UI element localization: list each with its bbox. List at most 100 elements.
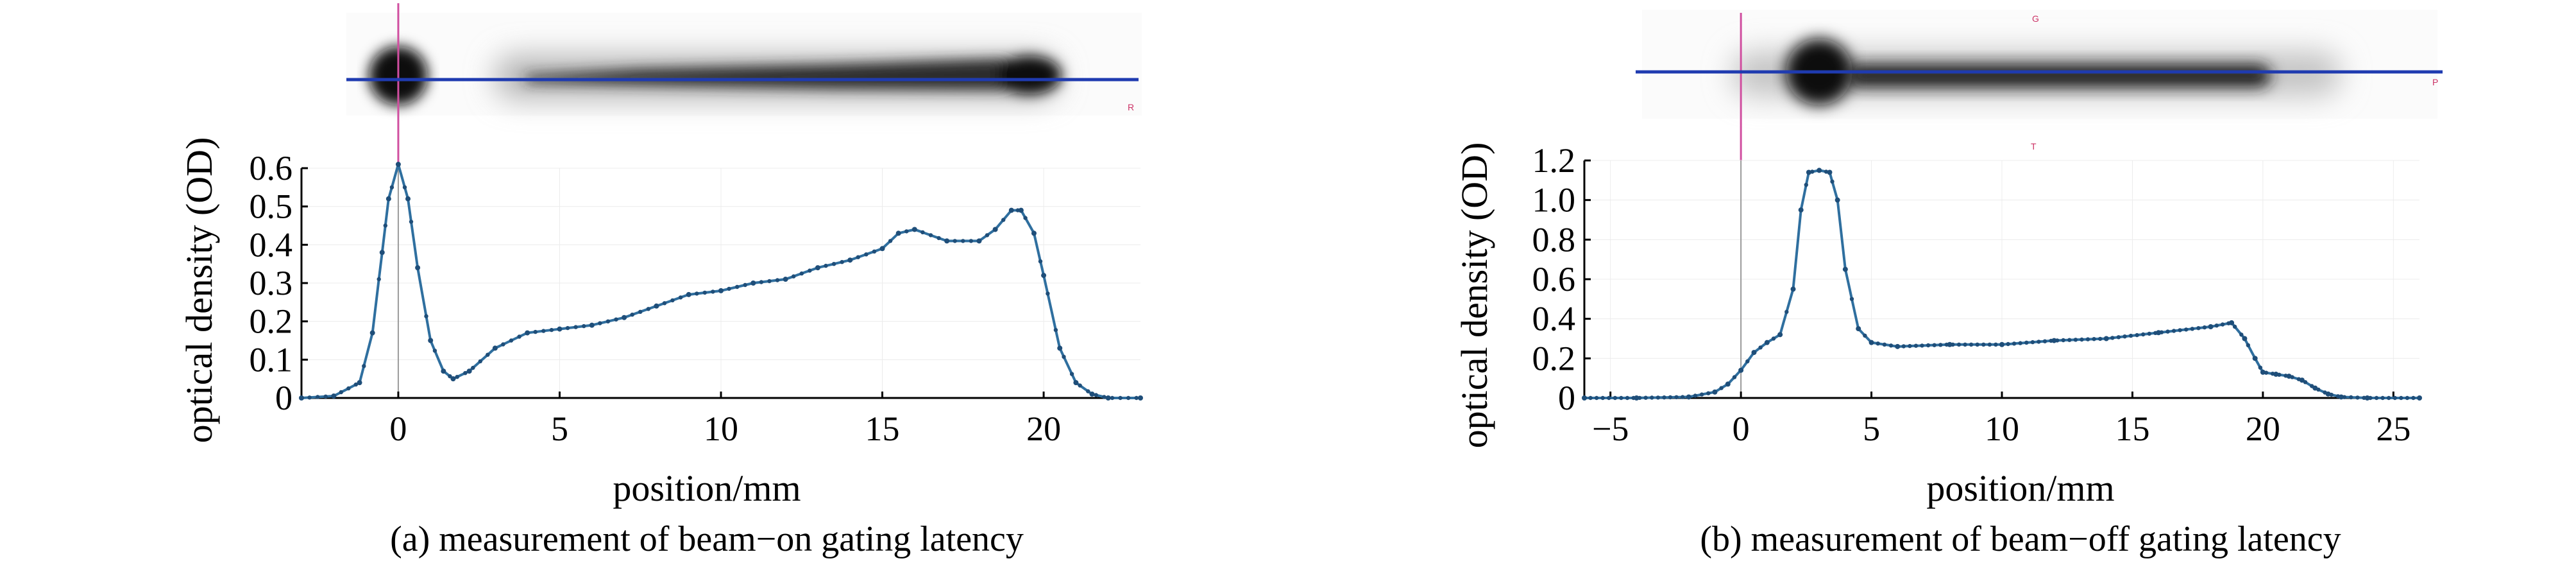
x-tick-label-b-1: 0	[1733, 410, 1750, 448]
data-point	[2073, 338, 2078, 342]
data-point-a-19	[686, 291, 691, 297]
data-point	[1650, 395, 1654, 400]
data-point-b-20	[1999, 341, 2004, 347]
data-point	[1668, 395, 1673, 400]
data-point	[346, 386, 351, 391]
data-point	[1706, 391, 1711, 395]
data-point	[1693, 393, 1698, 398]
data-point-b-21	[2051, 338, 2057, 343]
data-point	[1619, 395, 1623, 401]
data-point	[1102, 395, 1106, 399]
data-point	[872, 249, 877, 254]
data-point-b-4	[1725, 381, 1731, 387]
data-point	[2061, 338, 2065, 343]
data-point	[792, 274, 796, 279]
data-point	[2110, 336, 2115, 340]
data-point	[2190, 327, 2194, 331]
data-point	[1086, 389, 1090, 393]
y-tick-label-b-3: 0.6	[1532, 260, 1576, 298]
data-point-b-22	[2103, 336, 2109, 341]
data-point-a-34	[1041, 273, 1047, 279]
data-point	[2202, 325, 2207, 330]
data-point	[2147, 331, 2151, 336]
data-point	[377, 277, 381, 282]
data-point	[565, 325, 570, 331]
data-point	[1745, 359, 1750, 364]
data-point	[840, 260, 844, 264]
data-point-a-23	[815, 265, 820, 271]
data-point	[541, 329, 546, 333]
data-point-a-14	[525, 330, 530, 336]
data-point	[1094, 393, 1099, 397]
data-point	[2006, 341, 2010, 347]
data-point-a-0	[299, 395, 304, 401]
x-tick-label-b-6: 25	[2376, 410, 2411, 448]
data-point	[2171, 329, 2176, 333]
data-point	[1625, 395, 1630, 401]
data-point	[353, 382, 358, 387]
data-point-a-29	[976, 238, 982, 244]
series-markers-b-0	[1582, 168, 2422, 401]
data-point	[646, 307, 650, 311]
data-point	[888, 239, 893, 243]
y-axis-title-b: optical density (OD)	[1453, 142, 1495, 449]
data-point-b-6	[1751, 350, 1757, 356]
data-point	[424, 314, 428, 318]
data-point-b-31	[2299, 377, 2305, 383]
data-point-a-22	[783, 277, 788, 282]
x-tick-label-b-4: 15	[2115, 410, 2149, 448]
data-point	[1719, 386, 1724, 390]
data-point	[2386, 395, 2391, 401]
data-point	[1001, 218, 1006, 222]
data-point	[448, 374, 452, 379]
data-point	[678, 295, 683, 300]
data-point	[2214, 324, 2219, 328]
data-point	[831, 262, 836, 266]
data-point-a-5	[386, 196, 391, 202]
data-point-a-2	[357, 380, 362, 386]
data-point-b-24	[2208, 324, 2214, 329]
data-point-a-38	[1105, 395, 1111, 401]
data-point	[1118, 395, 1123, 401]
data-point-b-32	[2312, 385, 2318, 391]
data-point-b-33	[2325, 391, 2331, 397]
data-point	[969, 239, 974, 243]
data-point	[1699, 392, 1704, 397]
data-point-b-17	[1868, 340, 1874, 345]
data-point	[1938, 343, 1943, 347]
data-point-b-9	[1790, 286, 1796, 292]
data-point	[961, 239, 965, 243]
data-point	[2135, 332, 2139, 338]
data-point	[432, 349, 437, 353]
data-point	[808, 268, 812, 273]
x-axis-title-b: position/mm	[1926, 467, 2114, 509]
data-point-b-35	[2364, 395, 2370, 401]
data-point	[316, 395, 320, 399]
data-point	[1932, 343, 1936, 347]
x-axis-title-a: position/mm	[613, 467, 801, 509]
data-point	[1594, 395, 1599, 401]
data-point	[2037, 340, 2041, 344]
data-point	[1926, 343, 1931, 348]
data-point	[2080, 337, 2084, 342]
data-point-b-34	[2338, 394, 2344, 400]
data-point-b-10	[1798, 207, 1804, 213]
data-point	[864, 252, 869, 257]
data-point	[2349, 395, 2353, 400]
data-point	[471, 365, 475, 370]
data-point-b-28	[2260, 369, 2266, 375]
data-point-a-27	[911, 227, 917, 232]
film-strip-b: G P T	[1636, 10, 2443, 160]
data-point	[2067, 338, 2072, 342]
data-point	[856, 255, 861, 259]
y-tick-label-a-1: 0.1	[250, 340, 293, 379]
data-point	[1126, 395, 1131, 401]
data-point	[824, 263, 828, 268]
data-point-b-15	[1842, 266, 1848, 272]
data-point	[2380, 395, 2385, 401]
data-point	[463, 371, 468, 375]
y-tick-label-a-4: 0.4	[250, 225, 293, 264]
y-tick-label-b-0: 0	[1558, 379, 1575, 417]
data-point-b-5	[1738, 367, 1744, 373]
